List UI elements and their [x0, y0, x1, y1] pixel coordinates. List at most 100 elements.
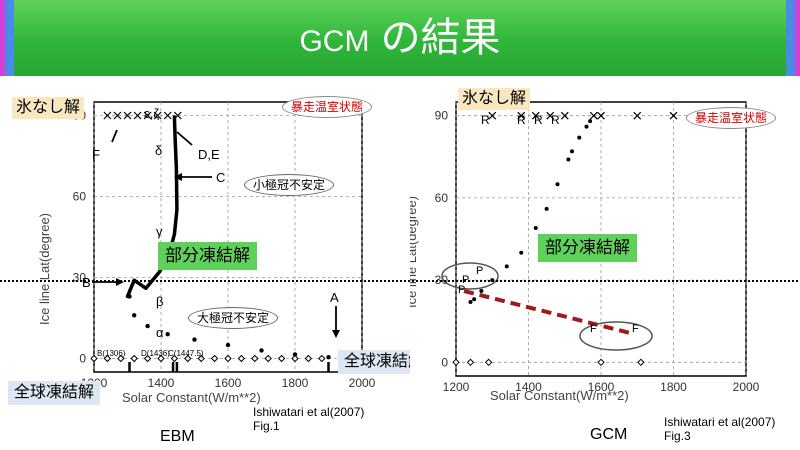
gcm-f-cluster-ellipse [579, 321, 653, 351]
ebm-partial-label: 部分凍結解 [158, 242, 257, 270]
arrow-de [176, 131, 193, 146]
banner-edge-left [0, 0, 14, 76]
ebm-x-tick-label: 2000 [349, 376, 376, 390]
ebm-y-tick-label: 0 [79, 352, 86, 366]
gcm-ice-free-point [633, 111, 642, 120]
ebm-global-ice-point [318, 354, 326, 363]
ebm-y-tick-label: 60 [73, 190, 87, 204]
label-b: B [82, 275, 91, 290]
gcm-partial-point [577, 135, 582, 140]
ebm-global-ice-point [251, 354, 259, 363]
gcm-ice-free-point [669, 111, 678, 120]
gcm-global-ice-point [452, 358, 460, 367]
ebm-global-ice-point [224, 354, 232, 363]
ebm-citation-line2: Fig.1 [253, 419, 280, 433]
ebm-x-tick-label: 1600 [215, 376, 242, 390]
gcm-marker-f2: F [632, 323, 639, 335]
ebm-global-ice-point [90, 354, 98, 363]
ebm-unstable-branch-point [225, 342, 231, 348]
ebm-global-ice-point [264, 354, 272, 363]
arrow-c-head [174, 173, 182, 181]
ebm-citation-line1: Ishiwatari et al(2007) [253, 405, 365, 419]
ebm-unstable-branch-point [192, 337, 197, 342]
ebm-unstable-branch-point [132, 313, 137, 318]
ebm-panel-label: EBM [160, 428, 195, 445]
ebm-global-ice-point [170, 354, 179, 363]
ebm-global-ice-point [304, 354, 313, 363]
label-de: D,E [198, 147, 220, 162]
gcm-global-ice-point [484, 358, 493, 367]
gcm-p-cluster-ellipse [441, 262, 499, 290]
ebm-ice-free-point [113, 111, 122, 120]
gcm-partial-point [584, 124, 589, 129]
gcm-citation-line2: Fig.3 [664, 429, 691, 443]
gcm-y-tick-label: 90 [435, 109, 449, 123]
ebm-large-cap-label: 大極冠不安定 [188, 307, 279, 329]
gcm-partial-point [472, 297, 477, 302]
gcm-partial-point [519, 250, 524, 255]
gcm-runaway-label: 暴走温室状態 [686, 107, 777, 129]
ebm-small-cap-label: 小極冠不安定 [244, 174, 335, 196]
gcm-x-tick-label: 1400 [515, 380, 542, 394]
ebm-citation: Ishiwatari et al(2007) Fig.1 [253, 405, 365, 433]
gcm-ice-free-point [517, 111, 526, 120]
arrow-f [111, 129, 118, 143]
gcm-citation: Ishiwatari et al(2007) Fig.3 [664, 415, 776, 443]
arrow-a-head [332, 330, 340, 338]
gcm-partial-point [570, 149, 574, 154]
gcm-partial-point [479, 289, 484, 294]
ebm-global-ice-point [291, 354, 299, 363]
ebm-ice-free-point [163, 111, 172, 120]
ebm-global-ice-point [130, 354, 138, 363]
ebm-global-ice-label: 全球凍結解 [8, 381, 101, 405]
gcm-partial-point [533, 226, 538, 231]
gcm-citation-line1: Ishiwatari et al(2007) [664, 415, 776, 429]
ebm-unstable-branch-point [259, 348, 264, 353]
gcm-marker-r4: R [551, 113, 560, 127]
ebm-ice-free-point [143, 111, 152, 120]
ebm-global-ice-point [237, 354, 246, 363]
ebm-ice-free-point [153, 111, 162, 120]
gcm-ice-free-point [546, 111, 555, 120]
ebm-ice-free-point [133, 111, 142, 120]
ebm-runaway-label: 暴走温室状態 [282, 96, 373, 118]
bottom-label-b: B(1306) [97, 349, 126, 358]
gcm-x-tick-label: 1800 [660, 380, 687, 394]
ebm-unstable-branch-point [127, 294, 132, 299]
gcm-partial-point [588, 119, 593, 124]
ebm-ice-free-point [103, 111, 112, 120]
gcm-global-ice-point [466, 358, 475, 367]
gcm-x-tick-label: 1600 [588, 380, 615, 394]
gcm-no-ice-label: 氷なし解 [458, 88, 531, 110]
banner-edge-right [786, 0, 800, 76]
gcm-global-ice-point [597, 358, 605, 367]
ebm-global-ice-point [117, 354, 125, 363]
gcm-partial-point [544, 206, 549, 211]
ebm-unstable-branch-point [292, 352, 298, 357]
label-delta: δ [155, 143, 162, 158]
ebm-y-axis-label: Ice line Lat(degree) [37, 213, 52, 325]
label-beta: β [156, 294, 163, 309]
gcm-x-axis-label: Solar Constant(W/m**2) [490, 388, 629, 403]
gcm-marker-p3: P [458, 284, 465, 296]
gcm-partial-point [566, 157, 571, 162]
ebm-x-tick-label: 1400 [148, 376, 175, 390]
ebm-unstable-branch-point [165, 332, 170, 337]
gcm-marker-r3: R [534, 113, 543, 127]
gcm-x-tick-label: 1200 [443, 380, 470, 394]
slide-title: GCM の結果 [0, 10, 800, 70]
gcm-panel-label: GCM [590, 426, 628, 443]
ebm-global-ice-point [197, 354, 205, 363]
ebm-global-ice-point [143, 354, 152, 363]
title-banner [0, 0, 800, 76]
ebm-x-tick-label: 1800 [282, 376, 309, 390]
gcm-marker-r1: R [481, 113, 490, 127]
gcm-global-ice-point [637, 358, 645, 367]
slide-title-latin: GCM [299, 25, 370, 58]
gcm-partial-label: 部分凍結解 [538, 234, 637, 262]
slide-title-rest: の結果 [380, 16, 501, 60]
gcm-x-tick-label: 2000 [733, 380, 760, 394]
reference-line-30deg [0, 280, 800, 282]
label-c: C [216, 170, 225, 185]
ebm-global-ice-point [184, 354, 192, 363]
